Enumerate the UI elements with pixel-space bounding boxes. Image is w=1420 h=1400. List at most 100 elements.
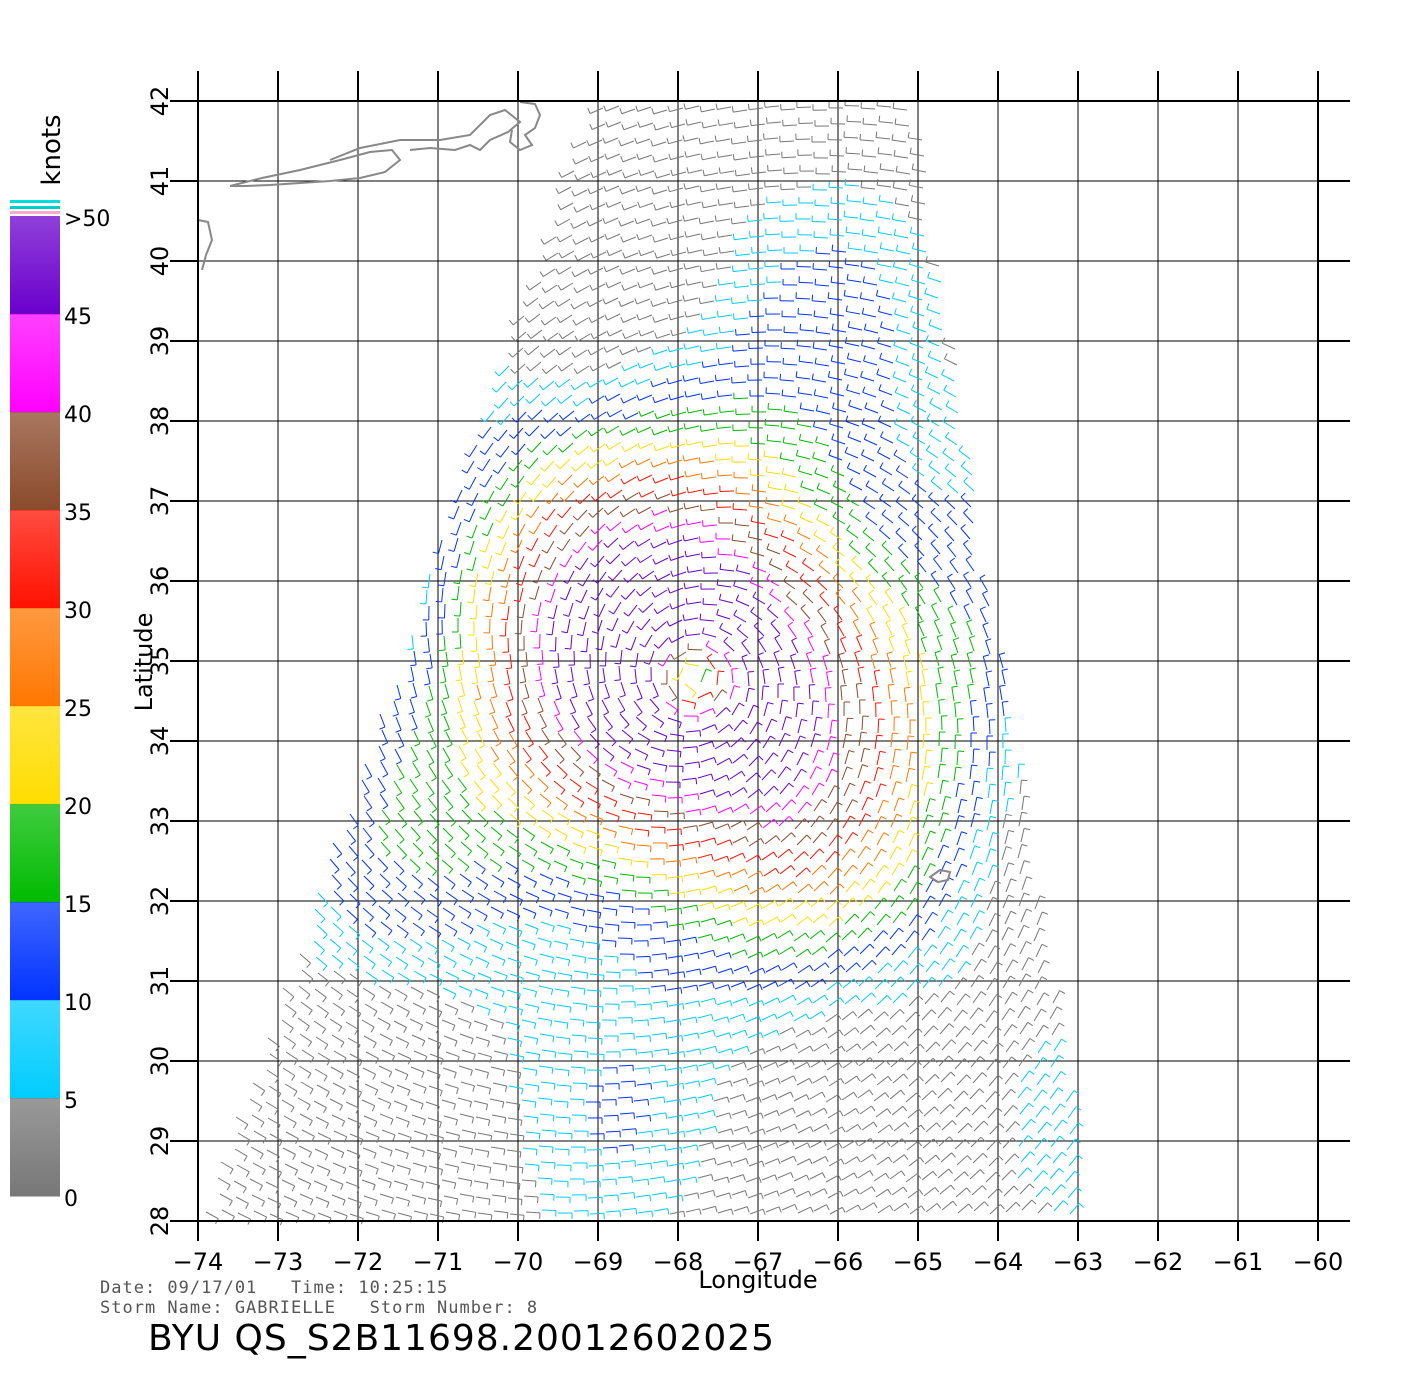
- wind-barb-tick: [680, 1147, 683, 1154]
- wind-barb: [762, 735, 771, 749]
- wind-barb: [653, 810, 669, 813]
- wind-barb: [979, 577, 988, 591]
- wind-barb: [503, 589, 508, 604]
- wind-barb: [654, 397, 669, 404]
- wind-barb-tick: [547, 616, 554, 620]
- wind-barb: [860, 376, 875, 382]
- wind-barb-tick: [807, 916, 813, 922]
- wind-barb: [362, 827, 373, 840]
- wind-barb-tick: [761, 887, 766, 893]
- wind-barb-tick: [597, 804, 601, 810]
- wind-barb: [1017, 763, 1020, 779]
- wind-barb: [701, 188, 716, 193]
- wind-barb: [831, 438, 846, 445]
- wind-barb-tick: [497, 568, 504, 572]
- wind-barb: [639, 586, 652, 597]
- wind-barb-tick: [534, 1101, 537, 1108]
- wind-barb: [941, 374, 955, 382]
- wind-barb: [766, 201, 782, 204]
- wind-barb: [896, 171, 911, 175]
- wind-barb: [894, 313, 909, 319]
- wind-barb-tick: [976, 861, 983, 865]
- wind-barb-tick: [669, 361, 673, 368]
- wind-barb: [592, 363, 606, 372]
- wind-barb-tick: [664, 985, 667, 992]
- wind-barb-tick: [685, 518, 688, 525]
- wind-barb: [938, 700, 941, 715]
- wind-barb: [379, 873, 391, 885]
- wind-barb-tick: [711, 934, 714, 941]
- wind-barb-tick: [586, 220, 590, 227]
- wind-barb: [427, 717, 434, 732]
- wind-barb: [380, 921, 393, 931]
- wind-barb-tick: [259, 1153, 264, 1160]
- wind-barb-tick: [566, 912, 569, 919]
- wind-barb: [700, 619, 715, 622]
- wind-barb-tick: [808, 1110, 812, 1117]
- wind-barb-tick: [453, 930, 458, 937]
- wind-barb-tick: [526, 447, 532, 453]
- wind-barb: [476, 684, 482, 699]
- wind-barb-tick: [407, 1058, 412, 1065]
- wind-barb: [723, 641, 735, 652]
- wind-barb: [957, 799, 962, 814]
- wind-barb-tick: [902, 1106, 908, 1112]
- wind-barb: [1017, 1086, 1028, 1099]
- wind-barb-tick: [374, 1121, 378, 1128]
- wind-barb: [886, 653, 892, 668]
- wind-barb-tick: [473, 666, 480, 669]
- wind-barb-tick: [832, 719, 839, 722]
- wind-barb: [910, 153, 925, 157]
- wind-barb-tick: [805, 900, 811, 906]
- wind-barb-tick: [339, 1105, 343, 1111]
- wind-barb: [699, 1029, 714, 1035]
- wind-barb-tick: [437, 584, 444, 587]
- wind-barb-tick: [761, 1160, 765, 1167]
- wind-barb: [905, 768, 910, 783]
- wind-barb: [475, 604, 478, 619]
- wind-barb: [905, 930, 915, 943]
- wind-barb-tick: [665, 1033, 668, 1040]
- wind-barb: [762, 670, 766, 685]
- wind-barb: [719, 202, 734, 206]
- wind-barb-tick: [863, 433, 868, 440]
- wind-barb-tick: [1058, 1054, 1065, 1060]
- wind-barb-tick: [339, 931, 344, 938]
- wind-barb: [348, 1085, 362, 1093]
- wind-barb-tick: [869, 911, 876, 916]
- wind-barb: [716, 919, 731, 926]
- wind-barb-tick: [448, 837, 454, 843]
- wind-barb: [861, 423, 876, 430]
- wind-barb: [442, 1067, 457, 1073]
- wind-barb-tick: [577, 582, 584, 587]
- wind-barb-tick: [601, 928, 604, 935]
- wind-barb-tick: [867, 927, 873, 933]
- wind-barb: [396, 764, 405, 778]
- wind-barb-tick: [293, 1090, 298, 1097]
- wind-barb: [925, 960, 935, 973]
- wind-barb-tick: [603, 711, 609, 716]
- wind-barb: [956, 993, 966, 1006]
- wind-barb-tick: [963, 879, 970, 884]
- wind-barb-tick: [989, 783, 997, 786]
- wind-barb-tick: [446, 744, 453, 748]
- wind-barb-tick: [533, 1022, 537, 1030]
- wind-barb-tick: [900, 1089, 906, 1096]
- wind-barb-tick: [504, 1085, 508, 1092]
- wind-barb-tick: [903, 1154, 909, 1160]
- wind-barb-tick: [697, 873, 700, 880]
- wind-barb: [685, 808, 700, 813]
- wind-barb: [988, 832, 994, 847]
- wind-barb-tick: [392, 1134, 396, 1141]
- wind-barb: [364, 923, 377, 934]
- wind-barb-tick: [307, 1041, 313, 1048]
- wind-barb-tick: [895, 244, 899, 251]
- wind-barb: [799, 360, 814, 364]
- wind-barb: [843, 946, 855, 957]
- wind-barb: [749, 805, 762, 815]
- wind-barb: [890, 733, 893, 748]
- wind-barb-tick: [243, 1155, 248, 1162]
- wind-barb: [703, 364, 718, 368]
- wind-barb: [605, 377, 619, 386]
- wind-barb-tick: [597, 834, 601, 841]
